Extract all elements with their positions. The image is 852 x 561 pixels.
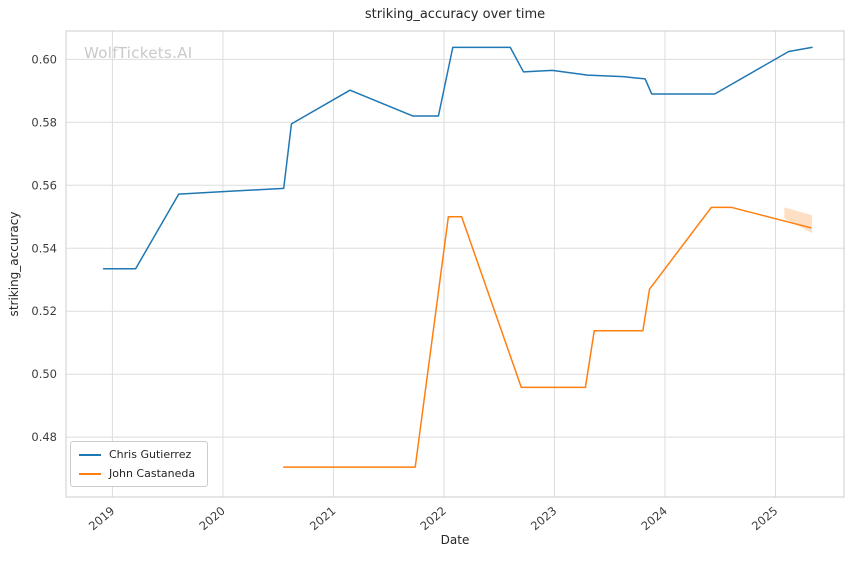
- series-line-1: [282, 206, 812, 468]
- plot-background: [66, 31, 844, 497]
- y-tick-label: 0.54: [31, 241, 57, 255]
- legend-swatch: [79, 472, 101, 475]
- plot-border: [65, 30, 845, 498]
- x-tick-label: 2020: [196, 504, 227, 534]
- x-tick-label: 2024: [638, 504, 669, 534]
- legend: Chris Gutierrez John Castaneda: [70, 441, 209, 487]
- y-tick-label: 0.58: [31, 115, 57, 129]
- watermark: WolfTickets.AI: [84, 44, 193, 62]
- x-tick-label: 2022: [417, 504, 448, 534]
- legend-item-1: John Castaneda: [79, 467, 195, 480]
- x-axis-label: Date: [440, 533, 470, 547]
- y-axis-label: striking_accuracy: [7, 211, 21, 317]
- legend-swatch: [79, 453, 101, 456]
- x-tick-label: 2023: [528, 504, 559, 534]
- y-tick-label: 0.52: [31, 304, 57, 318]
- x-tick-label: 2019: [86, 504, 117, 534]
- legend-label: Chris Gutierrez: [109, 448, 192, 461]
- legend-item-0: Chris Gutierrez: [79, 448, 195, 461]
- y-tick-label: 0.56: [31, 178, 57, 192]
- series-line-0: [102, 46, 813, 270]
- y-tick-label: 0.60: [31, 52, 57, 66]
- chart-title: striking_accuracy over time: [364, 7, 546, 22]
- x-tick-label: 2021: [307, 504, 338, 534]
- legend-label: John Castaneda: [109, 467, 196, 480]
- x-tick-label: 2025: [749, 504, 780, 534]
- y-tick-label: 0.50: [31, 367, 57, 381]
- y-tick-label: 0.48: [31, 430, 57, 444]
